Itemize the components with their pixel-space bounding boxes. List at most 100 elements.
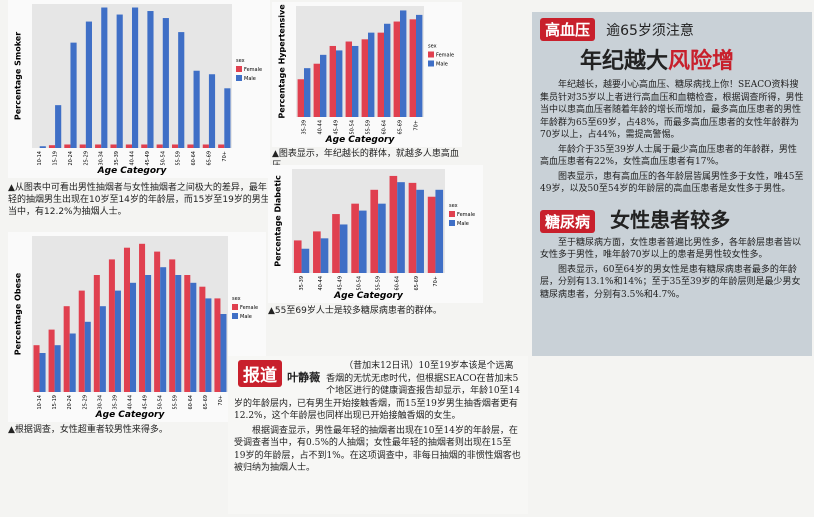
y-axis-label: Percentage Diabetic [274, 175, 283, 267]
y-axis-label: Percentage Obese [14, 272, 23, 355]
x-axis-label: Age Category [325, 135, 396, 145]
bar [93, 275, 100, 392]
bar [110, 144, 117, 148]
tag: 高血压 [540, 18, 596, 41]
legend-title: sex [428, 44, 437, 50]
bar [156, 144, 163, 148]
bar [214, 298, 221, 392]
legend-swatch [428, 60, 434, 67]
x-tick-label: 50-54 [158, 395, 164, 410]
x-tick-label: 25-29 [83, 151, 89, 166]
x-tick-label: 55-59 [376, 276, 382, 291]
bar [154, 251, 161, 392]
x-tick-label: 60-64 [191, 151, 197, 166]
bar [33, 345, 40, 392]
x-tick-label: 35-39 [299, 276, 305, 291]
bar [332, 214, 340, 273]
y-axis-label: Percentage Hypertensive [278, 4, 287, 119]
legend-label: Male [457, 221, 469, 227]
paragraph: 年龄介于35至39岁人士属于最少高血压患者的年龄群，男性高血压患者有22%，女性… [540, 144, 797, 168]
bar [397, 182, 405, 273]
x-tick-label: 40-44 [318, 120, 324, 135]
bar [220, 314, 227, 392]
bar [378, 203, 386, 273]
caption: ▲根据调查，女性超重者较男性来得多。 [8, 425, 168, 435]
bar [145, 275, 152, 392]
y-axis-label: Percentage Smoker [14, 32, 23, 120]
bar [190, 282, 197, 392]
x-tick-label: 55-59 [366, 120, 372, 135]
headline: 女性患者较多 [610, 207, 731, 232]
legend-label: Male [436, 62, 448, 68]
bar [123, 247, 130, 392]
chart: 35-39 40-44 45-49 50-54 55-59 60-64 65-69 70+ Pe… [272, 2, 462, 147]
bar [416, 189, 424, 273]
x-axis-label: Age Category [95, 410, 166, 420]
paragraph: 根据调查显示，男性最年轻的抽烟者出现在10至14岁的年龄层，在受调查者当中，有0… [234, 425, 521, 474]
bar [304, 68, 311, 117]
legend-swatch [236, 66, 242, 72]
bar [199, 286, 206, 392]
legend-title: sex [236, 58, 245, 64]
x-tick-label: 65-69 [398, 120, 404, 135]
bar [205, 298, 212, 392]
x-tick-label: 50-54 [350, 120, 356, 135]
bar [55, 105, 62, 148]
right-article: 高血压 逾65岁须注意 年纪越大风险增 年纪越长，越要小心高血压、糖尿病找上你！… [532, 12, 812, 356]
caption: ▲从图表中可看出男性抽烟者与女性抽烟者之间极大的差异，最年轻的抽烟男生出现在10… [8, 183, 270, 217]
x-tick-label: 65-69 [203, 395, 209, 410]
bar [293, 240, 302, 273]
legend-swatch [449, 211, 455, 217]
legend-title: sex [232, 296, 241, 302]
bar [39, 146, 46, 148]
x-tick-label: 10-14 [37, 151, 43, 166]
headline: 年纪越大风险增 [580, 43, 804, 75]
legend-label: Male [244, 76, 256, 82]
bar [409, 19, 416, 117]
bar [416, 14, 423, 118]
bar [130, 282, 137, 392]
bar [377, 32, 384, 117]
x-tick-label: 20-24 [67, 395, 73, 410]
x-tick-label: 35-39 [114, 151, 120, 166]
legend-label: Female [436, 53, 454, 59]
bar [301, 248, 310, 273]
bar [352, 45, 359, 117]
x-tick-label: 70+ [218, 395, 224, 406]
bar [368, 32, 375, 117]
x-tick-label: 10-14 [37, 395, 43, 410]
x-tick-label: 30-34 [99, 151, 105, 166]
legend-title: sex [449, 203, 458, 209]
tag: 糖尿病 [540, 209, 596, 233]
x-tick-label: 40-44 [130, 151, 136, 166]
x-tick-label: 35-39 [302, 120, 308, 135]
tag: 报道 [238, 360, 282, 387]
bar [393, 21, 400, 117]
bar [101, 7, 108, 149]
x-tick-label: 45-49 [145, 151, 151, 166]
legend-swatch [428, 51, 434, 58]
headline-part: 年纪越大 [580, 49, 669, 74]
bar [108, 259, 115, 392]
bar [114, 290, 121, 392]
bar [160, 267, 167, 392]
bar [208, 74, 216, 148]
bar [435, 189, 444, 273]
article-body: 至于糖尿病方面，女性患者普遍比男性多，各年龄层患者皆以女性多于男性，唯年龄70岁… [540, 237, 804, 302]
bar [187, 144, 194, 148]
bar [116, 14, 123, 148]
bar [79, 144, 86, 148]
x-axis-label: Age Category [333, 291, 404, 301]
paragraph: 年纪越长，越要小心高血压、糖尿病找上你！SEACO资料搜集员针对35岁以上者进行… [540, 80, 804, 140]
bar [297, 79, 304, 117]
bar [178, 32, 185, 148]
x-tick-label: 70+ [414, 120, 420, 131]
bar [389, 175, 398, 273]
x-tick-label: 60-64 [188, 395, 194, 410]
bar [70, 42, 77, 148]
caption: ▲55至69岁人士是较多糖尿病患者的群体。 [268, 306, 442, 316]
bar [336, 50, 343, 117]
x-tick-label: 30-34 [97, 395, 103, 410]
x-tick-label: 20-24 [68, 151, 74, 166]
